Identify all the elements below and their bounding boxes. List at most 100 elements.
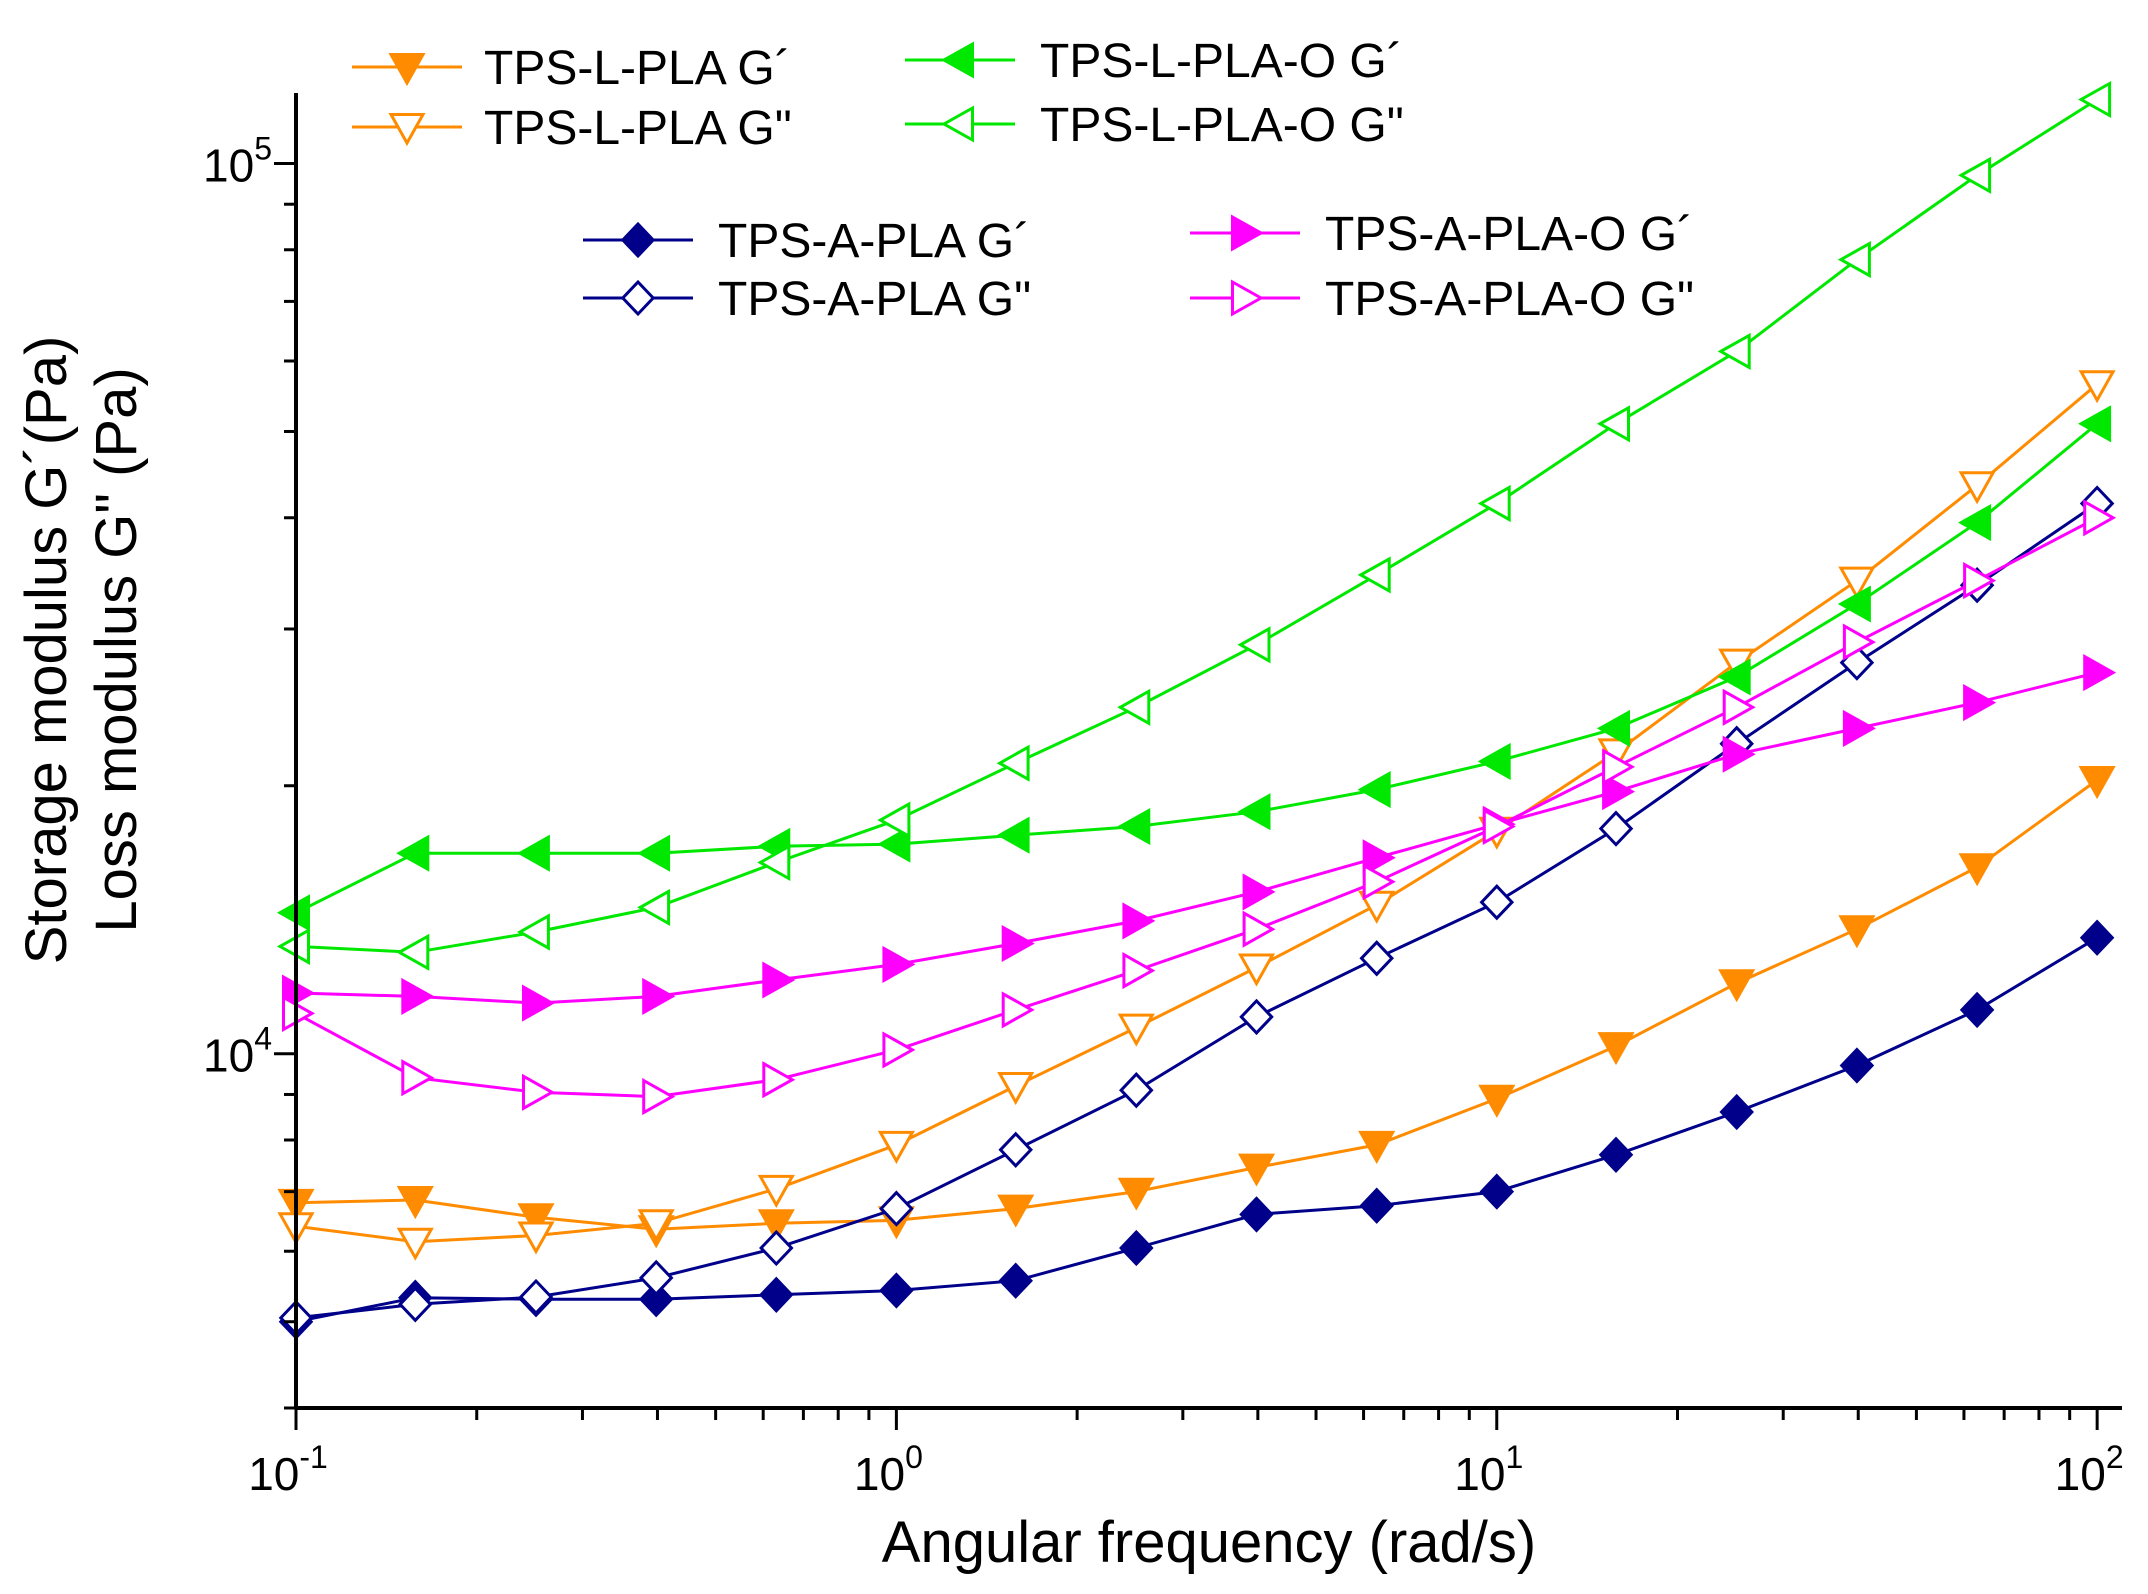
data-point	[517, 1203, 555, 1237]
series-line	[295, 516, 2098, 1099]
legend-label: TPS-A-PLA G´	[718, 215, 1030, 268]
data-point	[996, 816, 1030, 854]
y-tick-label: 105	[203, 130, 272, 191]
data-point	[1717, 332, 1751, 370]
data-point	[1722, 735, 1756, 773]
axes: 10-1 100 101 102 104 105	[203, 93, 2124, 1500]
data-point	[1001, 924, 1035, 963]
data-point	[1837, 585, 1871, 623]
series-tps-a-pla-o-g-gpp	[282, 499, 2117, 1116]
data-point	[1838, 566, 1876, 600]
legend-item: TPS-A-PLA-O G"	[1190, 273, 1694, 326]
data-point	[642, 1078, 676, 1116]
series-tps-l-pla-o-g-gp	[276, 405, 2112, 932]
data-point	[516, 834, 550, 872]
data-point	[1242, 873, 1276, 911]
legend-item: TPS-L-PLA-O G´	[905, 35, 1403, 88]
legend-marker	[388, 113, 426, 147]
data-point	[1359, 940, 1394, 977]
data-point	[638, 1259, 674, 1297]
legend: TPS-L-PLA G´ TPS-L-PLA G" TPS-L-PLA-O G´ TP…	[352, 35, 1694, 326]
x-axis-title: Angular frequency (rad/s)	[882, 1510, 1536, 1575]
data-point	[757, 1174, 795, 1208]
data-point	[1237, 793, 1271, 831]
data-point	[516, 913, 550, 951]
legend-marker	[388, 53, 426, 87]
series-tps-a-pla-o-g-gp	[282, 654, 2117, 1022]
data-point	[1117, 1013, 1155, 1047]
legend-label: TPS-L-PLA-O G"	[1040, 99, 1404, 152]
series-line	[295, 671, 2098, 1005]
data-point	[882, 945, 916, 983]
data-point	[401, 1059, 435, 1097]
data-point	[1842, 709, 1876, 747]
series-line	[295, 98, 2098, 954]
y-ticks	[274, 161, 296, 1410]
y-axis-title-loss: Loss modulus G" (Pa)	[84, 367, 149, 932]
legend-marker	[1231, 214, 1265, 252]
legend-marker	[620, 279, 656, 317]
x-tick-label: 101	[1454, 1439, 1523, 1500]
data-point	[517, 1221, 555, 1255]
data-point	[637, 888, 671, 926]
data-point	[997, 1072, 1035, 1106]
data-point	[1119, 1072, 1154, 1109]
data-point	[1602, 773, 1636, 811]
data-point	[1963, 562, 1997, 600]
data-point	[396, 1186, 434, 1220]
data-point	[401, 977, 435, 1015]
data-point	[1119, 1229, 1154, 1267]
series-tps-l-pla-g-gpp	[277, 370, 2116, 1261]
data-point	[996, 744, 1030, 782]
data-point	[1837, 241, 1871, 279]
series-tps-l-pla-o-g-gpp	[276, 80, 2112, 971]
x-tick-label: 10-1	[248, 1439, 328, 1500]
data-point	[1358, 1130, 1396, 1164]
data-point	[1477, 484, 1511, 523]
data-point	[1237, 953, 1276, 987]
data-point	[1122, 952, 1156, 990]
data-point	[1722, 688, 1756, 726]
legend-marker	[940, 105, 974, 143]
data-point	[518, 1278, 554, 1316]
data-point	[396, 1227, 434, 1261]
y-axis-title-storage: Storage modulus G´(Pa)	[14, 336, 79, 965]
x-tick-labels: 10-1 100 101 102	[248, 1439, 2123, 1500]
data-point	[638, 1281, 674, 1318]
legend-label: TPS-A-PLA-O G´	[1325, 208, 1693, 261]
data-point	[1117, 1177, 1155, 1211]
legend-item: TPS-A-PLA G´	[583, 215, 1030, 268]
data-point	[1959, 991, 1995, 1029]
legend-item: TPS-L-PLA G´	[352, 42, 791, 95]
data-point	[1477, 742, 1511, 780]
series-line	[295, 422, 2099, 915]
legend-marker	[620, 221, 656, 259]
data-point	[1117, 807, 1151, 846]
data-point	[1838, 915, 1876, 949]
legend-item: TPS-L-PLA-O G"	[905, 99, 1404, 152]
data-point	[1242, 910, 1276, 948]
x-tick-label: 100	[854, 1439, 923, 1500]
data-point	[1597, 1032, 1635, 1066]
data-point	[762, 961, 796, 999]
legend-item: TPS-L-PLA G"	[352, 102, 792, 155]
data-point	[879, 1190, 914, 1227]
data-point	[1958, 504, 1992, 542]
data-point	[1482, 807, 1516, 846]
data-point	[2078, 370, 2116, 404]
data-point	[877, 1130, 915, 1164]
legend-item: TPS-A-PLA-O G´	[1190, 208, 1693, 261]
data-point	[1357, 556, 1391, 594]
data-point	[1478, 1084, 1516, 1118]
data-point	[637, 834, 671, 872]
data-point	[1718, 969, 1756, 1003]
data-point	[1958, 853, 1996, 887]
series-line	[295, 936, 2098, 1324]
legend-marker	[1231, 279, 1265, 317]
data-point	[1001, 991, 1035, 1029]
data-point	[1717, 658, 1751, 696]
legend-marker	[940, 41, 974, 79]
data-point	[1479, 1173, 1515, 1210]
data-point	[2079, 919, 2115, 956]
